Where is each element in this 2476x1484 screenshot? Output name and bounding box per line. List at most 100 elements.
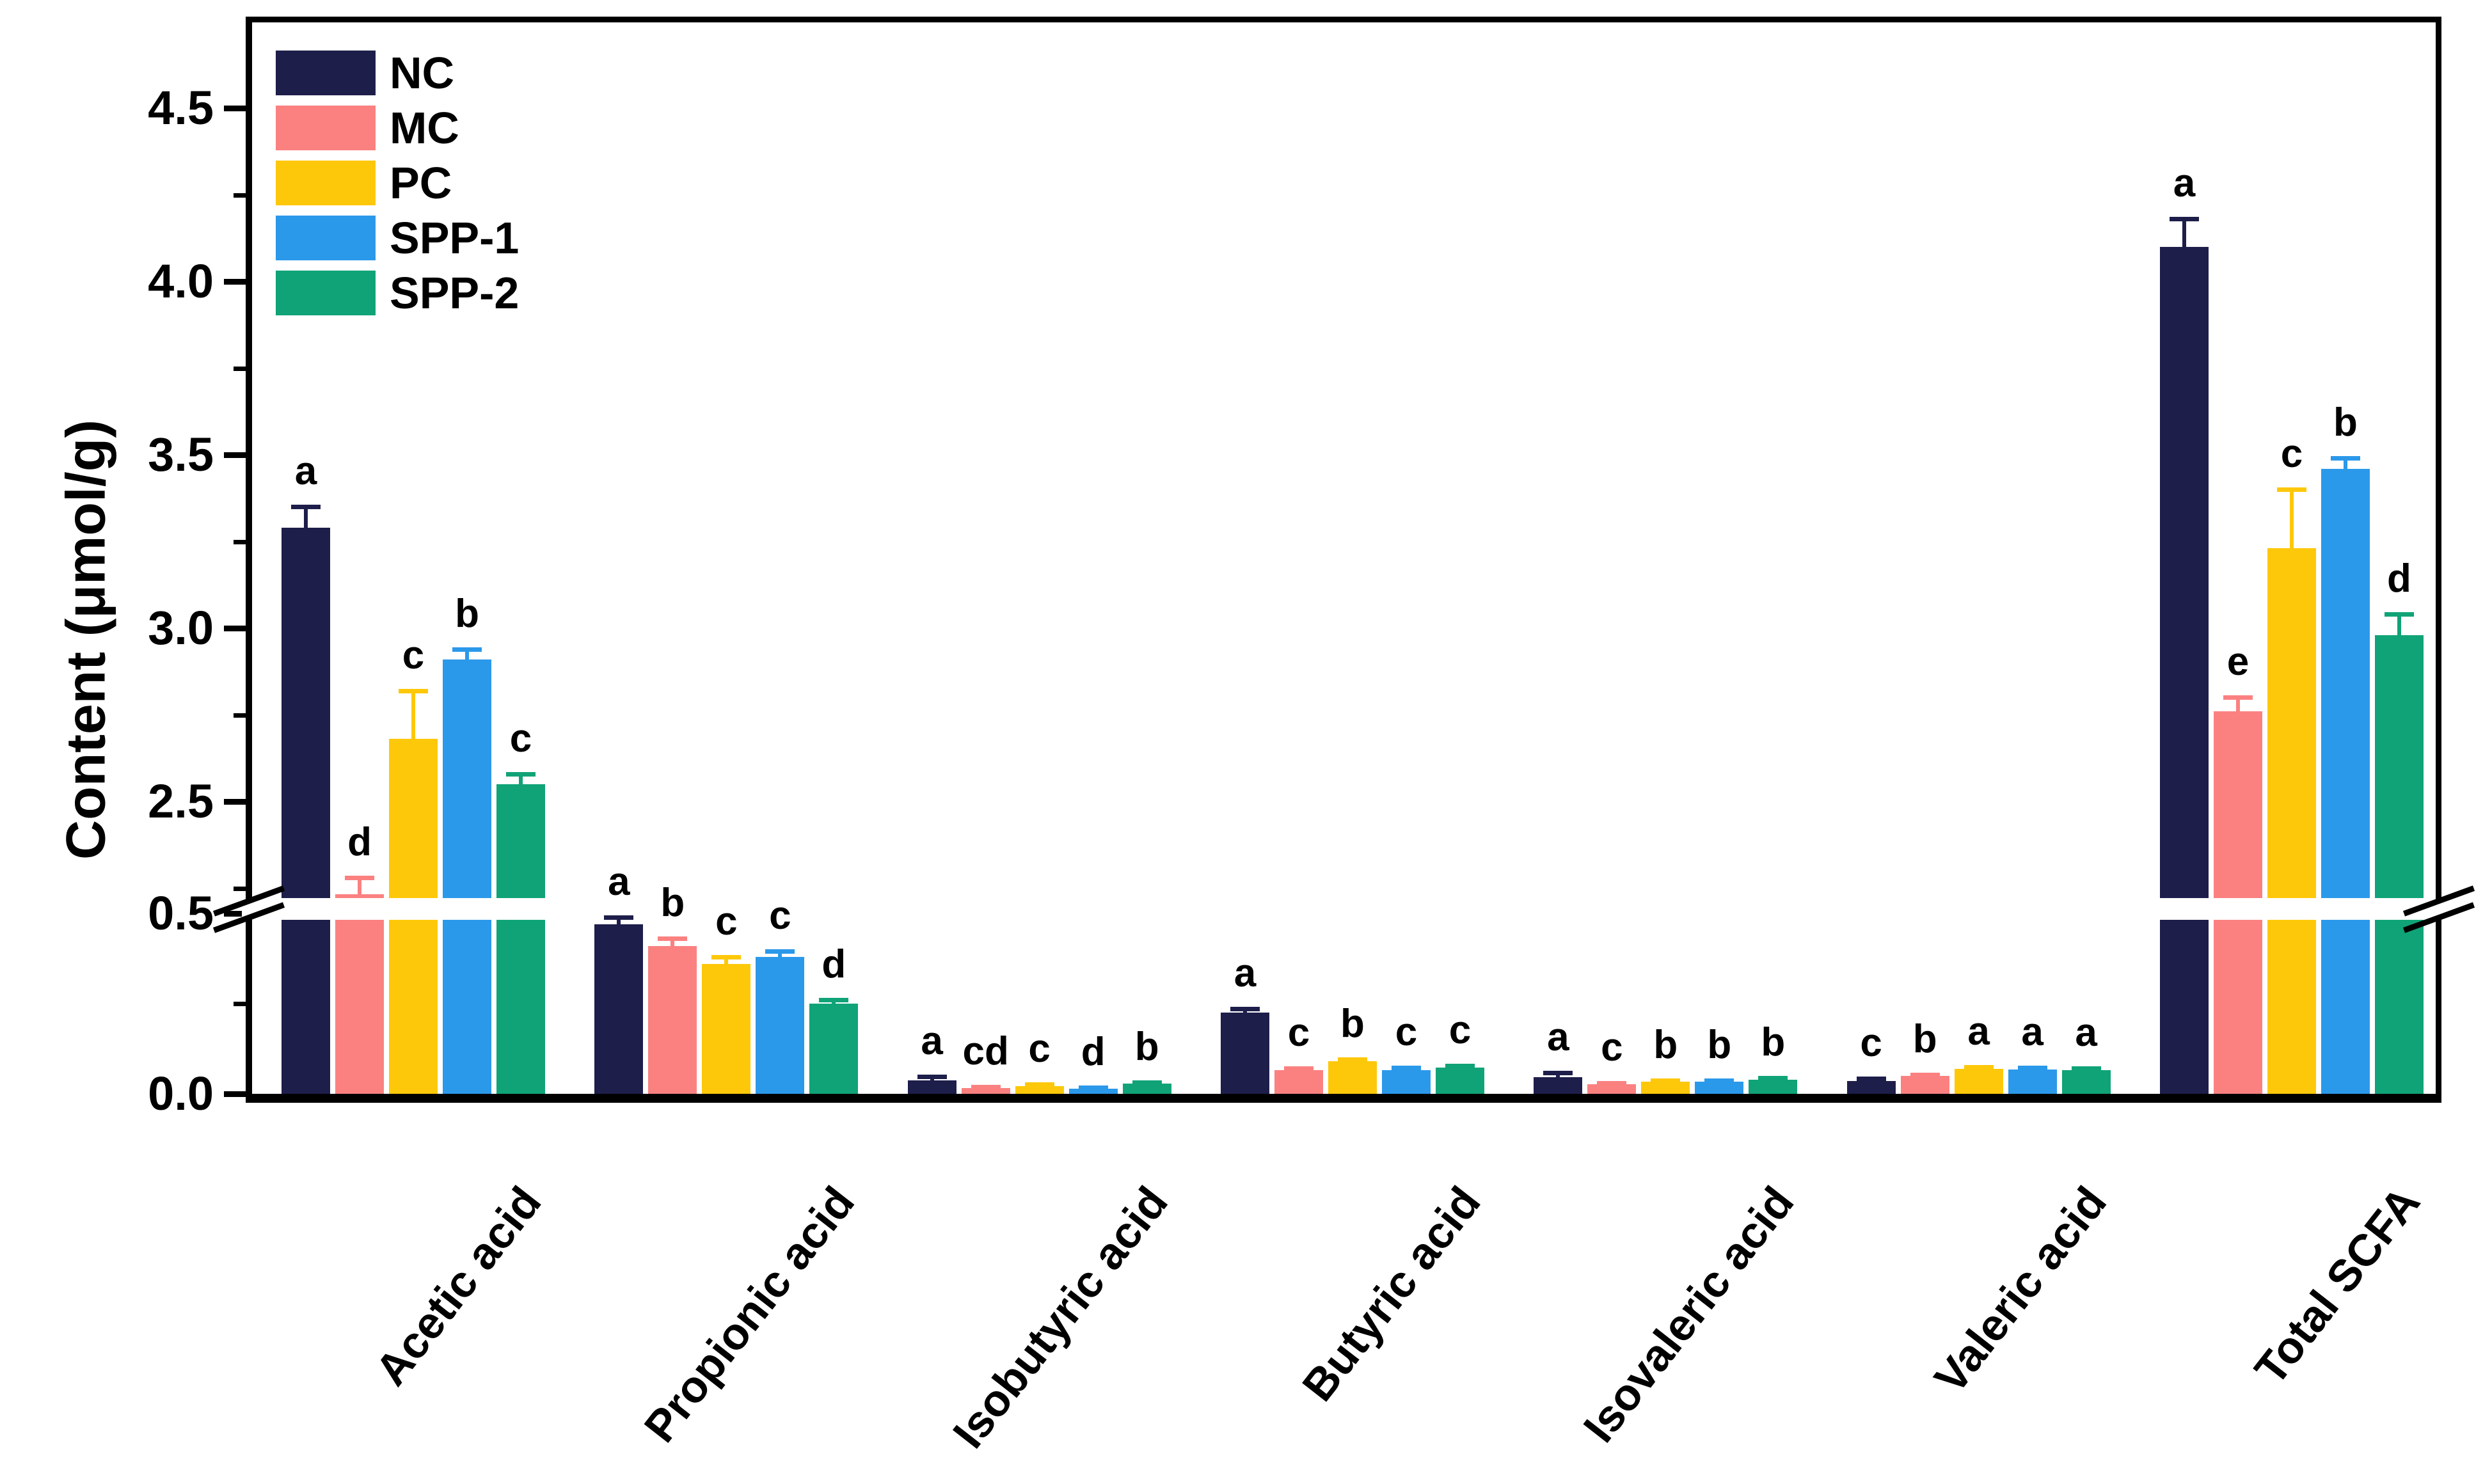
significance-letter: a (1547, 1015, 1569, 1060)
error-bar-cap (1597, 1080, 1627, 1085)
error-bar-cap (1445, 1064, 1475, 1068)
error-bar-cap (711, 954, 742, 959)
significance-letter: b (660, 881, 685, 926)
error-bar-cap (2276, 487, 2306, 493)
significance-letter: a (921, 1018, 943, 1063)
bar-MC-2 (648, 945, 697, 1099)
bar-SPP-2-2 (809, 1004, 859, 1099)
legend-item-NC: NC (276, 51, 660, 95)
error-bar-stem (2397, 614, 2401, 635)
significance-letter: c (1028, 1026, 1051, 1071)
y-tick-label: 0.5 (148, 887, 214, 940)
y-major-tick (224, 1091, 246, 1097)
error-bar-stem (724, 956, 729, 964)
error-bar-cap (345, 876, 374, 881)
error-bar-stem (465, 649, 469, 659)
error-bar-cap (971, 1084, 1001, 1089)
legend-swatch (276, 51, 376, 95)
significance-letter: b (455, 591, 479, 636)
error-bar-cap (1856, 1077, 1886, 1082)
error-bar-stem (2235, 697, 2240, 712)
significance-letter: c (509, 716, 532, 761)
error-bar-cap (1704, 1078, 1734, 1083)
error-bar-cap (1651, 1078, 1681, 1083)
legend-swatch (276, 216, 376, 260)
error-bar-cap (291, 505, 321, 510)
error-bar-stem (2182, 219, 2186, 247)
bar-PC-7 (2267, 548, 2316, 1099)
bar-NC-1 (282, 527, 330, 1099)
legend-item-SPP-1: SPP-1 (276, 216, 660, 260)
bar-SPP-2-1 (496, 784, 545, 1099)
y-major-tick (224, 106, 246, 111)
y-major-tick (224, 452, 246, 458)
significance-letter: a (294, 449, 317, 494)
error-bar-cap (2169, 217, 2199, 222)
x-category-label: Isobutyric acid (942, 1177, 1177, 1458)
error-bar-cap (1024, 1082, 1054, 1087)
bar-PC-4 (1328, 1061, 1377, 1099)
y-tick-label: 0.0 (148, 1067, 214, 1120)
error-bar-stem (411, 690, 415, 739)
error-bar-cap (2384, 612, 2414, 617)
significance-letter: b (1912, 1016, 1937, 1061)
error-bar-cap (765, 949, 795, 954)
y-axis-line (246, 17, 252, 1103)
significance-letter: cd (962, 1029, 1009, 1073)
legend-label: SPP-1 (390, 213, 520, 263)
error-bar-stem (671, 938, 675, 946)
y-tick-label: 4.5 (148, 81, 214, 134)
significance-letter: c (402, 633, 425, 677)
x-category-label: Butyric acid (1292, 1177, 1490, 1410)
y-tick-label: 4.0 (148, 255, 214, 308)
significance-letter: b (1340, 1001, 1365, 1046)
significance-letter: d (2387, 556, 2411, 601)
x-category-label: Acetic acid (365, 1177, 551, 1395)
error-bar-stem (2289, 489, 2294, 549)
significance-letter: b (2333, 400, 2358, 445)
y-minor-tick (234, 886, 246, 891)
significance-letter: b (1653, 1022, 1678, 1067)
significance-letter: b (1761, 1020, 1786, 1064)
bar-SPP-1-1 (443, 659, 491, 1099)
significance-letter: a (2075, 1010, 2097, 1055)
error-bar-cap (1758, 1075, 1788, 1080)
y-minor-tick (234, 713, 246, 718)
bar-NC-7 (2159, 246, 2209, 1099)
significance-letter: c (1395, 1010, 1418, 1055)
significance-letter: c (1448, 1008, 1472, 1052)
significance-letter: a (1967, 1009, 1990, 1054)
significance-letter: c (715, 899, 738, 943)
bar-NC-4 (1220, 1013, 1269, 1099)
legend-label: PC (390, 158, 452, 208)
significance-letter: c (2280, 432, 2303, 477)
legend-item-PC: PC (276, 161, 660, 205)
significance-letter: c (1860, 1021, 1882, 1066)
error-bar-cap (1543, 1071, 1573, 1076)
legend: NC MC PC SPP-1 SPP-2 (276, 51, 660, 326)
x-category-label: Propionic acid (634, 1177, 864, 1451)
error-bar-cap (399, 688, 428, 693)
error-bar-cap (1230, 1007, 1260, 1012)
error-bar-cap (2071, 1066, 2101, 1071)
error-bar-cap (1283, 1066, 1313, 1071)
significance-letter: b (1134, 1024, 1159, 1069)
error-bar-stem (778, 951, 782, 957)
significance-letter: c (769, 894, 791, 938)
bar-PC-2 (702, 963, 751, 1099)
legend-label: MC (390, 103, 459, 153)
y-major-tick (224, 911, 246, 917)
error-bar-cap (1337, 1057, 1367, 1062)
bar-SPP-2-7 (2374, 635, 2424, 1099)
legend-label: SPP-2 (390, 268, 520, 318)
error-bar-cap (2330, 456, 2360, 461)
bar-SPP-2-4 (1435, 1068, 1484, 1099)
legend-item-MC: MC (276, 106, 660, 150)
error-bar-cap (2223, 695, 2253, 700)
error-bar-cap (1078, 1085, 1108, 1090)
legend-swatch (276, 271, 376, 315)
x-category-label: Isovaleric acid (1573, 1177, 1804, 1452)
error-bar-cap (1391, 1066, 1421, 1071)
error-bar-stem (519, 773, 523, 784)
